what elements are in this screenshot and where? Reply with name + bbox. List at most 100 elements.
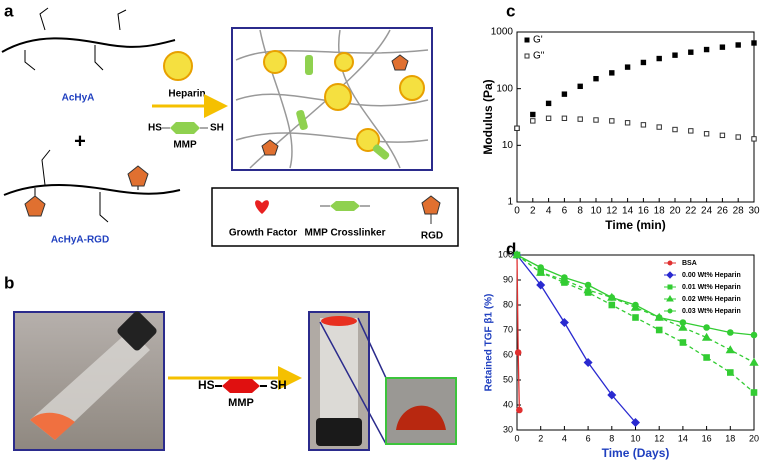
network	[235, 29, 429, 169]
legend-label: 0.01 Wt% Heparin	[682, 284, 741, 291]
label: AcHyA	[62, 93, 95, 104]
point	[750, 331, 758, 339]
panel-label: a	[4, 1, 14, 20]
x-tick-label: 16	[702, 433, 712, 443]
linker	[170, 122, 200, 134]
x-tick-label: 28	[733, 206, 745, 217]
point	[703, 324, 710, 331]
panel-b: b HS SH MMP	[4, 273, 457, 451]
x-tick-label: 8	[609, 433, 614, 443]
x-axis-label: Time (min)	[605, 218, 665, 232]
point	[545, 115, 552, 121]
point	[545, 100, 552, 107]
point	[514, 349, 522, 356]
y-tick-label: 30	[503, 424, 513, 434]
circle	[399, 75, 425, 101]
zoom-lines	[319, 317, 387, 445]
x-tick-label: 4	[546, 206, 552, 217]
cap	[117, 311, 157, 351]
point	[725, 345, 735, 354]
label: SH	[210, 123, 224, 134]
point	[583, 285, 593, 294]
point	[655, 326, 663, 334]
y-tick-label: 1000	[491, 27, 514, 38]
point	[688, 128, 694, 134]
x-tick-label: 26	[717, 206, 729, 217]
point	[640, 122, 647, 128]
gel	[321, 316, 357, 326]
linker	[222, 379, 260, 393]
point	[537, 264, 545, 271]
x-tick-label: 12	[654, 433, 664, 443]
point	[679, 339, 687, 346]
gel	[30, 412, 75, 440]
point	[751, 136, 757, 142]
legend-label: 0.03 Wt% Heparin	[682, 308, 741, 315]
legend-label: 0.00 Wt% Heparin	[682, 272, 741, 279]
point	[719, 44, 726, 50]
x-tick-label: 16	[638, 206, 650, 217]
x-tick-label: 24	[701, 206, 713, 217]
point	[530, 111, 536, 118]
panel-a: a AcHyA + AcHyA-RGD Heparin HS SH MMP Gr…	[1, 1, 459, 247]
point	[536, 280, 546, 290]
y-tick-label: 90	[503, 274, 513, 284]
point	[514, 125, 520, 131]
point	[672, 126, 678, 133]
point	[536, 267, 546, 276]
point	[608, 301, 616, 309]
point	[559, 317, 569, 328]
y-axis-label: Retained TGF β1 (%)	[484, 294, 495, 392]
cap	[316, 418, 362, 446]
label: Heparin	[168, 89, 205, 100]
vinyl	[24, 7, 127, 71]
point	[516, 406, 523, 414]
circle	[356, 128, 380, 152]
legend-label: RGD	[421, 231, 443, 242]
point	[679, 319, 687, 326]
plot-frame	[516, 254, 755, 431]
rgd	[127, 165, 149, 187]
point	[672, 52, 678, 58]
point	[735, 42, 741, 48]
y-tick-label: 50	[503, 374, 513, 384]
x-axis-label: Time (Days)	[602, 446, 670, 460]
point	[727, 369, 734, 376]
point	[701, 332, 712, 341]
y-tick-label: 100	[496, 83, 513, 94]
x-tick-label: 18	[725, 433, 735, 443]
heparin-blobs	[263, 50, 425, 152]
legend-box	[211, 187, 459, 247]
point	[655, 314, 663, 321]
y-tick-label: 10	[502, 140, 514, 151]
rgd	[261, 139, 279, 156]
x-tick-label: 20	[749, 433, 759, 443]
panel-label: b	[4, 273, 14, 292]
label: AcHyA-RGD	[51, 235, 109, 246]
linker-icon	[330, 201, 360, 211]
x-tick-label: 20	[669, 206, 681, 217]
polymer	[1, 37, 176, 53]
point	[593, 75, 599, 82]
heparin	[163, 51, 193, 81]
point	[640, 59, 647, 66]
point	[656, 124, 662, 130]
x-tick-label: 22	[685, 206, 697, 217]
x-tick-label: 10	[590, 206, 602, 217]
circle	[334, 52, 354, 72]
x-tick-label: 10	[630, 433, 640, 443]
point	[703, 354, 710, 361]
point	[577, 83, 583, 90]
rgd	[391, 54, 409, 71]
polymer	[3, 184, 181, 196]
point	[607, 390, 617, 400]
label: SH	[270, 378, 287, 392]
point	[624, 64, 631, 70]
x-tick-label: 4	[562, 433, 567, 443]
y-tick-label: 1	[507, 197, 513, 208]
point	[561, 274, 568, 281]
y-tick-label: 80	[503, 299, 513, 309]
legend-label: Growth Factor	[229, 228, 297, 239]
x-tick-label: 2	[530, 206, 536, 217]
